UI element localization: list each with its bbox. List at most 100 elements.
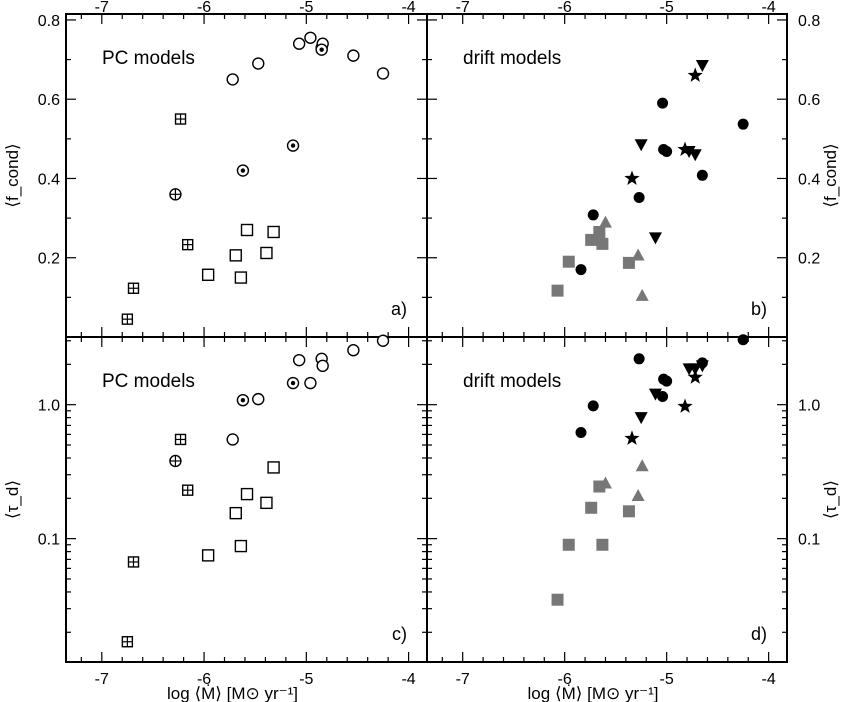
data-point [304, 376, 317, 390]
filled-star-marker [677, 141, 693, 157]
data-point [201, 268, 215, 281]
data-point [661, 146, 673, 158]
data-point [316, 359, 329, 373]
filled-circle-marker [657, 97, 669, 109]
data-point [234, 539, 248, 553]
data-point [201, 549, 215, 562]
data-point [267, 461, 280, 474]
data-point [226, 73, 239, 86]
data-point [286, 139, 300, 152]
data-point [267, 225, 280, 239]
open-circle-marker [376, 67, 390, 80]
y-tick-label: 0.6 [38, 92, 60, 109]
x-tick-label: -6 [558, 671, 572, 688]
data-point [593, 225, 606, 238]
data-point [596, 237, 609, 250]
open-circle-marker [304, 31, 317, 44]
data-point [376, 334, 390, 347]
plot-frame [426, 336, 788, 663]
data-point [169, 454, 182, 468]
filled-circle-marker [737, 118, 749, 130]
panel-c: -7 -6 -5 -4 0.1 1.0 PC models c) log ⟨Ṁ⟩ [M⊙ yr⁻… [38, 334, 428, 702]
y-axis-title: ⟨τ_d⟩ [821, 480, 840, 519]
open-square-marker [267, 461, 280, 474]
filled-circle-marker [633, 353, 645, 365]
data-point [260, 246, 273, 260]
open-circle-marker [376, 334, 390, 347]
data-point [229, 249, 242, 262]
data-point [347, 344, 360, 357]
data-point [587, 400, 599, 412]
x-tick-label: -4 [401, 0, 415, 16]
data-point [292, 353, 306, 367]
open-square-marker [260, 496, 273, 510]
data-point [575, 264, 587, 276]
data-point [174, 113, 187, 125]
panel-letter: d) [751, 624, 767, 644]
data-point [121, 636, 134, 648]
data-point [648, 388, 662, 401]
data-point [635, 288, 649, 301]
data-point [677, 141, 693, 157]
panel-title: drift models [463, 371, 561, 392]
data-point [687, 369, 703, 384]
filled-triangle-up-marker [598, 215, 612, 228]
y-axis-title-left: ⟨τ_d⟩ [3, 480, 22, 519]
x-tick-label: -7 [95, 0, 109, 16]
filled-square-marker [593, 225, 606, 238]
filled-triangle-down-marker [688, 149, 702, 162]
x-tick-label: -4 [401, 671, 415, 688]
filled-circle-marker [657, 391, 669, 403]
data-point [695, 60, 709, 73]
marker-center-dot [319, 47, 324, 52]
filled-circle-marker [575, 264, 587, 276]
data-point [622, 505, 635, 518]
y-tick-label: 0.8 [38, 13, 60, 30]
filled-star-marker [687, 369, 703, 384]
data-point [598, 215, 612, 228]
data-point [587, 209, 599, 221]
open-square-marker [234, 539, 248, 553]
filled-circle-marker [661, 146, 673, 158]
x-tick-label: -5 [299, 0, 313, 16]
filled-triangle-down-marker [634, 412, 648, 425]
x-tick-label: -6 [197, 671, 211, 688]
data-point [585, 501, 598, 514]
open-circle-marker [304, 376, 317, 390]
y-tick-label: 0.2 [798, 251, 820, 268]
filled-triangle-up-marker [635, 288, 649, 301]
open-square-marker [260, 246, 273, 260]
data-point [737, 334, 749, 346]
open-square-marker [201, 549, 215, 562]
open-circle-marker [252, 392, 265, 406]
data-point [236, 393, 250, 407]
marker-center-dot [240, 397, 246, 403]
data-point [286, 376, 300, 390]
open-square-marker [229, 249, 242, 262]
filled-triangle-down-marker [695, 360, 709, 373]
data-point [226, 433, 239, 446]
data-point [551, 593, 564, 606]
y-tick-label: 0.4 [38, 171, 60, 188]
data-point [252, 57, 265, 70]
filled-square-marker [622, 505, 635, 518]
open-circle-marker [292, 353, 306, 367]
data-point [635, 459, 649, 472]
open-square-marker [234, 271, 248, 284]
panel-title: PC models [102, 48, 195, 69]
data-point [661, 375, 673, 387]
y-tick-label: 0.8 [798, 13, 820, 30]
open-square-marker [267, 225, 280, 239]
data-point [575, 426, 587, 438]
filled-triangle-down-marker [634, 139, 648, 152]
marker-center-dot [240, 168, 246, 173]
panel-letter: c) [392, 624, 407, 644]
panel-letter: b) [751, 299, 767, 319]
x-tick-label: -7 [456, 671, 470, 688]
panel-d: -7 -6 -5 -4 0.1 1.0 drift models d) log ⟨Ṁ⟩ [M⊙ … [426, 334, 820, 702]
filled-triangle-up-marker [635, 459, 649, 472]
filled-star-marker [624, 170, 640, 185]
y-tick-label: 1.0 [798, 398, 820, 415]
filled-circle-marker [587, 209, 599, 221]
data-point [292, 37, 306, 50]
